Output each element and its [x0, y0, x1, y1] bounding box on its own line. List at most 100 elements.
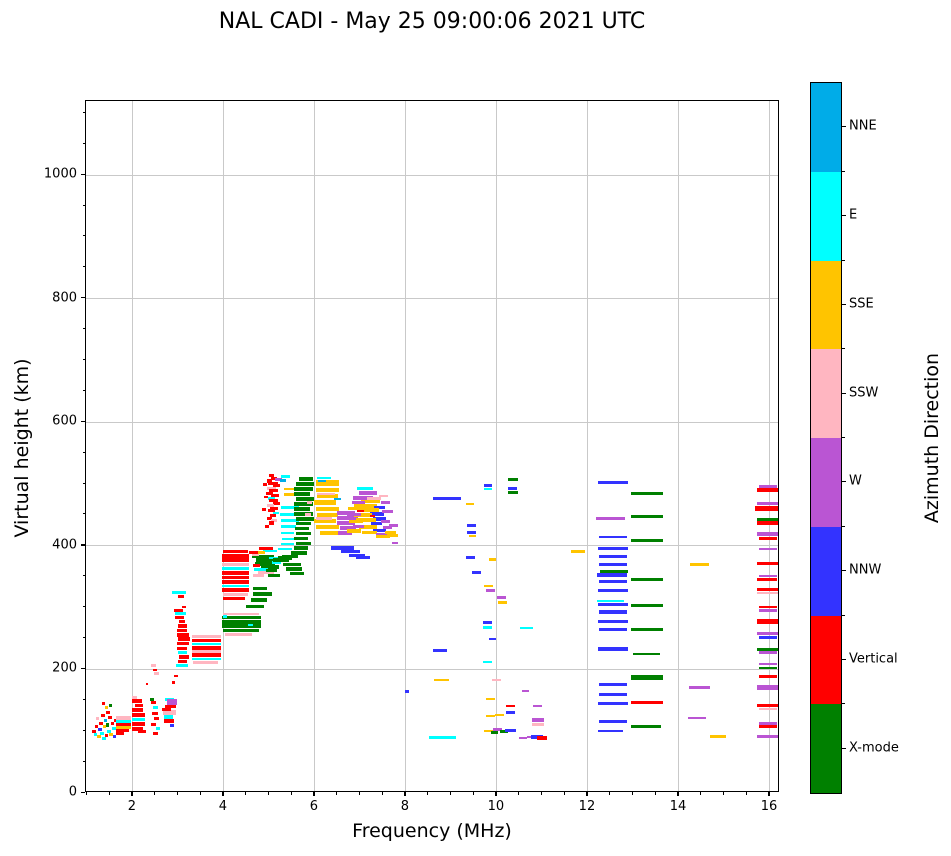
data-point — [383, 525, 393, 529]
data-point — [93, 732, 98, 736]
data-point — [313, 500, 337, 505]
data-point — [192, 645, 221, 650]
data-point — [471, 571, 481, 574]
x-major-tick — [586, 792, 588, 796]
data-point — [101, 737, 106, 741]
data-point — [465, 556, 476, 559]
chart-title: NAL CADI - May 25 09:00:06 2021 UTC — [218, 9, 646, 34]
y-tick-label: 0 — [68, 784, 77, 800]
data-point — [320, 531, 339, 535]
data-point — [330, 545, 354, 550]
data-point — [99, 721, 103, 725]
data-point — [376, 535, 390, 539]
data-point — [272, 501, 280, 505]
x-tick-label: 16 — [760, 799, 778, 814]
data-point — [100, 731, 104, 735]
data-point — [488, 637, 496, 641]
data-point — [358, 508, 379, 512]
x-tick-label: 4 — [218, 799, 228, 814]
data-point — [261, 508, 267, 511]
data-point — [709, 735, 726, 739]
data-point — [598, 620, 628, 624]
data-point — [757, 618, 778, 624]
data-point — [336, 510, 355, 516]
data-point — [104, 706, 109, 710]
data-point — [757, 521, 778, 525]
data-point — [631, 538, 664, 542]
data-point — [757, 488, 778, 493]
data-point — [313, 518, 337, 524]
colorbar-segment-e — [811, 171, 841, 261]
data-point — [221, 553, 249, 558]
data-point — [600, 569, 628, 573]
data-point — [261, 565, 280, 569]
data-point — [193, 661, 219, 665]
data-point — [269, 506, 279, 510]
x-major-tick — [313, 792, 315, 796]
data-point — [381, 501, 391, 505]
data-point — [224, 632, 253, 636]
data-point — [222, 593, 248, 597]
data-point — [253, 564, 261, 568]
data-point — [339, 526, 356, 530]
data-point — [507, 477, 518, 481]
y-tick-label: 800 — [52, 290, 77, 306]
data-point — [757, 562, 778, 566]
y-minor-tick — [82, 451, 85, 453]
data-point — [172, 681, 176, 684]
colorbar-segment-x-mode — [811, 704, 841, 793]
x-major-tick — [222, 792, 224, 796]
data-point — [758, 724, 777, 728]
data-point — [758, 536, 777, 540]
data-point — [595, 517, 626, 521]
y-major-tick — [81, 173, 85, 175]
data-point — [434, 678, 449, 682]
colorbar-label: NNW — [849, 562, 882, 578]
data-point — [372, 528, 387, 533]
data-point — [599, 692, 627, 696]
y-tick-label: 600 — [52, 413, 77, 429]
colorbar-label: NNE — [849, 118, 877, 134]
data-point — [758, 605, 777, 609]
data-point — [497, 601, 507, 605]
data-point — [757, 704, 778, 708]
data-point — [599, 554, 627, 558]
y-major-tick — [81, 420, 85, 422]
data-point — [373, 506, 386, 510]
data-point — [369, 514, 375, 518]
data-point — [295, 541, 312, 546]
y-minor-tick — [82, 698, 85, 700]
data-point — [598, 603, 628, 607]
data-point — [599, 536, 627, 539]
x-minor-tick — [381, 792, 383, 795]
data-point — [298, 477, 313, 481]
data-point — [371, 522, 383, 526]
data-point — [347, 513, 361, 517]
data-point — [275, 477, 282, 481]
data-point — [295, 497, 314, 501]
data-point — [268, 509, 276, 513]
data-point — [758, 547, 777, 550]
data-point — [381, 519, 391, 523]
data-point — [173, 608, 183, 612]
data-point — [758, 674, 777, 678]
data-point — [101, 714, 105, 718]
x-minor-tick — [472, 792, 474, 795]
data-point — [251, 598, 268, 603]
data-point — [689, 686, 710, 690]
data-point — [177, 632, 189, 637]
data-point — [281, 554, 298, 559]
data-point — [758, 651, 777, 655]
data-point — [221, 567, 249, 570]
data-point — [163, 715, 173, 719]
data-point — [254, 561, 276, 566]
x-minor-tick — [540, 792, 542, 795]
data-point — [347, 529, 361, 533]
data-point — [116, 725, 132, 730]
data-point — [269, 489, 279, 493]
data-point — [338, 531, 352, 535]
data-point — [356, 556, 370, 560]
data-point — [172, 590, 187, 594]
data-point — [222, 612, 260, 616]
data-point — [598, 480, 628, 484]
